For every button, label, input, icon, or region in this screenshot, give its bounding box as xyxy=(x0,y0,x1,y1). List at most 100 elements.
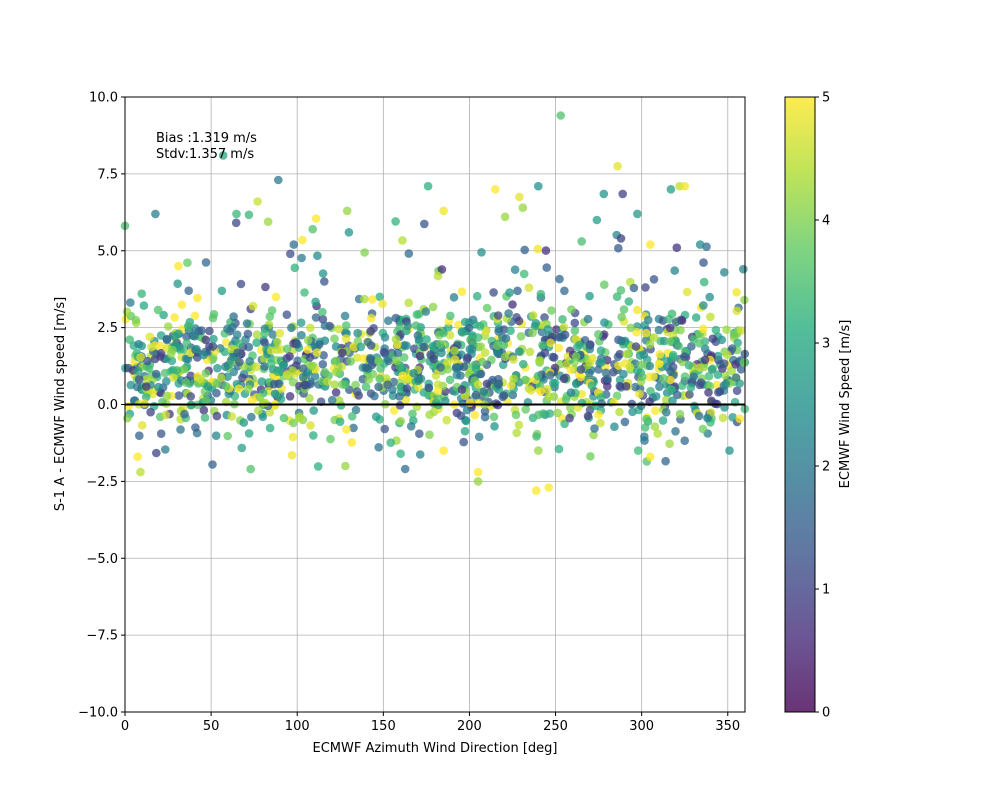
data-point xyxy=(536,387,545,396)
data-point xyxy=(265,408,275,417)
data-point xyxy=(156,429,166,439)
data-point xyxy=(433,386,443,396)
data-point xyxy=(331,356,341,366)
data-point xyxy=(274,175,283,185)
data-point xyxy=(260,329,270,338)
data-point xyxy=(684,361,694,370)
data-point xyxy=(629,283,639,293)
y-tick-label: 7.5 xyxy=(97,167,118,182)
data-point xyxy=(704,371,714,381)
data-point xyxy=(700,344,710,354)
data-point xyxy=(534,446,543,455)
data-point xyxy=(133,452,142,462)
data-point xyxy=(489,412,499,422)
data-point xyxy=(199,350,208,360)
data-point xyxy=(341,321,351,330)
data-point xyxy=(403,374,412,384)
data-point xyxy=(139,301,149,310)
data-point xyxy=(199,405,209,415)
data-point xyxy=(443,364,453,374)
data-point xyxy=(400,464,410,474)
data-point xyxy=(154,382,163,392)
data-point xyxy=(545,409,555,418)
data-point xyxy=(384,356,393,366)
data-point xyxy=(238,373,247,383)
data-point xyxy=(245,357,254,366)
data-point xyxy=(201,368,211,378)
data-point xyxy=(282,344,292,354)
data-point xyxy=(404,298,414,308)
data-point xyxy=(361,382,371,392)
data-point xyxy=(252,330,262,340)
data-point xyxy=(305,394,314,403)
data-point xyxy=(617,312,626,322)
data-point xyxy=(184,322,193,331)
data-point xyxy=(258,412,268,422)
data-point xyxy=(626,323,635,333)
data-point xyxy=(341,334,351,343)
data-point xyxy=(353,328,362,338)
data-point xyxy=(705,381,715,391)
data-point xyxy=(465,344,475,354)
data-point xyxy=(174,391,184,400)
data-point xyxy=(713,370,723,380)
data-point xyxy=(253,197,262,206)
data-point xyxy=(668,362,678,372)
data-point xyxy=(305,353,315,362)
data-point xyxy=(633,446,643,455)
data-point xyxy=(306,323,315,333)
data-point xyxy=(618,189,627,199)
data-point xyxy=(420,342,429,352)
data-point xyxy=(162,377,171,386)
data-point xyxy=(209,334,218,344)
data-point xyxy=(445,375,455,385)
data-point xyxy=(401,395,411,405)
data-point xyxy=(596,418,605,428)
data-point xyxy=(236,279,246,289)
data-point xyxy=(152,448,161,458)
data-point xyxy=(190,311,200,321)
data-point xyxy=(162,334,172,344)
data-point xyxy=(265,312,275,321)
data-point xyxy=(244,384,253,394)
data-point xyxy=(722,350,732,360)
data-point xyxy=(360,248,369,257)
data-point xyxy=(261,282,270,292)
data-point xyxy=(668,396,677,406)
data-point xyxy=(675,409,685,419)
data-point xyxy=(125,335,134,345)
data-point xyxy=(282,310,292,320)
data-point xyxy=(671,317,681,327)
data-point xyxy=(411,321,421,330)
data-point xyxy=(577,237,586,246)
data-point xyxy=(721,379,730,389)
data-point xyxy=(235,339,244,348)
data-point xyxy=(289,240,299,249)
data-point xyxy=(306,421,315,430)
data-point xyxy=(309,406,319,415)
data-point xyxy=(441,396,450,406)
y-tick-label: 2.5 xyxy=(97,321,118,336)
data-points xyxy=(120,111,750,495)
data-point xyxy=(699,277,709,287)
data-point xyxy=(566,388,576,397)
data-point xyxy=(170,313,179,322)
data-point xyxy=(334,324,344,334)
data-point xyxy=(650,333,659,342)
data-point xyxy=(351,380,360,390)
data-point xyxy=(141,392,151,402)
data-point xyxy=(323,377,332,386)
data-point xyxy=(145,332,155,342)
data-point xyxy=(638,372,647,381)
data-point xyxy=(443,357,453,367)
data-point xyxy=(246,464,255,474)
data-point xyxy=(161,410,170,420)
data-point xyxy=(360,294,369,304)
data-point xyxy=(698,324,708,334)
data-point xyxy=(712,380,722,390)
data-point xyxy=(473,333,483,342)
colorbar-label: ECMWF Wind Speed [m/s] xyxy=(838,320,853,489)
data-point xyxy=(201,258,211,267)
data-point xyxy=(543,325,553,334)
data-point xyxy=(409,368,418,378)
